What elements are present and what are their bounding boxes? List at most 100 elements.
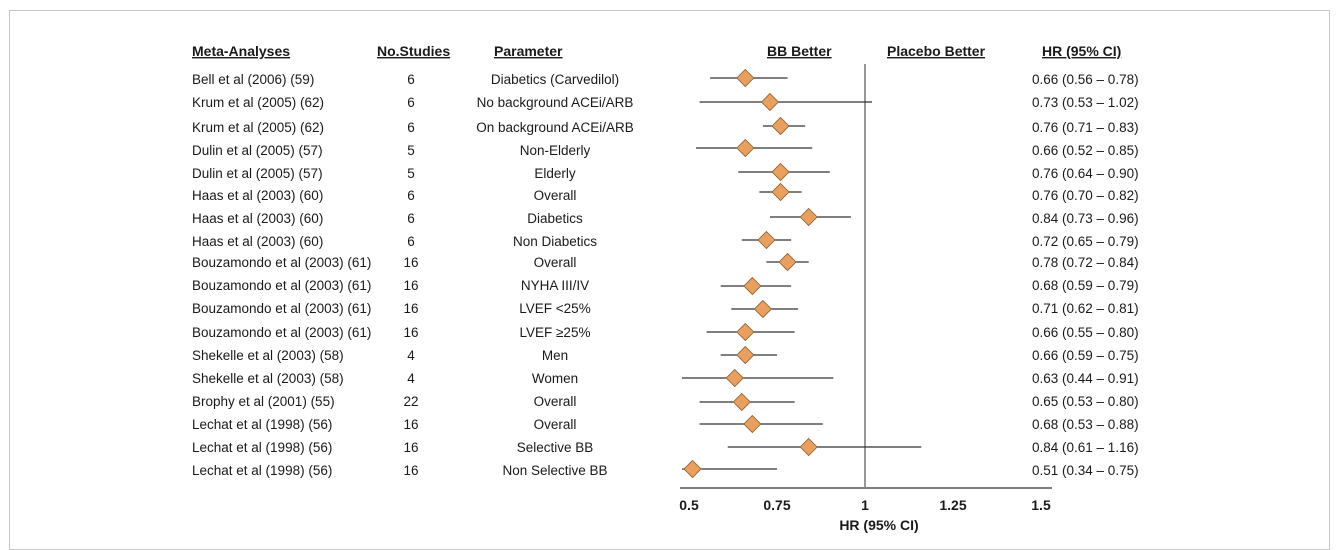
row-hr-ci: 0.84 (0.61 – 1.16): [1032, 440, 1139, 455]
row-parameter: Diabetics (Carvedilol): [491, 72, 619, 87]
point-estimate-diamond: [743, 414, 762, 434]
row-hr-ci: 0.65 (0.53 – 0.80): [1032, 394, 1139, 409]
row-hr-ci: 0.72 (0.65 – 0.79): [1032, 234, 1139, 249]
row-meta-analysis: Bouzamondo et al (2003) (61): [192, 325, 371, 340]
row-parameter: Men: [542, 348, 568, 363]
header-placebo-better: Placebo Better: [887, 43, 986, 59]
row-no-studies: 4: [407, 371, 415, 386]
point-estimate-diamond: [732, 392, 751, 412]
x-tick-label: 1: [861, 497, 869, 513]
row-hr-ci: 0.66 (0.59 – 0.75): [1032, 348, 1139, 363]
row-no-studies: 4: [407, 348, 415, 363]
point-estimate-diamond: [771, 182, 790, 202]
point-estimate-diamond: [736, 68, 755, 88]
point-estimate-diamond: [743, 276, 762, 296]
point-estimate-diamond: [683, 459, 702, 479]
row-meta-analysis: Bouzamondo et al (2003) (61): [192, 255, 371, 270]
row-hr-ci: 0.68 (0.53 – 0.88): [1032, 417, 1139, 432]
x-tick-label: 0.5: [679, 497, 699, 513]
row-hr-ci: 0.66 (0.56 – 0.78): [1032, 72, 1139, 87]
row-meta-analysis: Lechat et al (1998) (56): [192, 440, 332, 455]
row-no-studies: 16: [403, 278, 418, 293]
row-meta-analysis: Krum et al (2005) (62): [192, 120, 324, 135]
point-estimate-diamond: [736, 345, 755, 365]
row-meta-analysis: Bell et al (2006) (59): [192, 72, 314, 87]
row-parameter: Non-Elderly: [520, 143, 591, 158]
row-meta-analysis: Dulin et al (2005) (57): [192, 143, 323, 158]
point-estimate-diamond: [753, 299, 772, 319]
point-estimate-diamond: [771, 116, 790, 136]
row-parameter: LVEF ≥25%: [520, 325, 591, 340]
row-no-studies: 6: [407, 188, 415, 203]
row-meta-analysis: Haas et al (2003) (60): [192, 211, 323, 226]
figure-frame: [9, 10, 1330, 550]
row-parameter: On background ACEi/ARB: [476, 120, 634, 135]
row-hr-ci: 0.71 (0.62 – 0.81): [1032, 301, 1139, 316]
header-no-studies: No.Studies: [377, 43, 450, 59]
row-meta-analysis: Dulin et al (2005) (57): [192, 166, 323, 181]
row-hr-ci: 0.76 (0.71 – 0.83): [1032, 120, 1139, 135]
row-no-studies: 16: [403, 325, 418, 340]
row-parameter: Elderly: [534, 166, 576, 181]
row-meta-analysis: Shekelle et al (2003) (58): [192, 371, 344, 386]
row-parameter: Overall: [534, 417, 577, 432]
row-hr-ci: 0.66 (0.52 – 0.85): [1032, 143, 1139, 158]
row-meta-analysis: Lechat et al (1998) (56): [192, 417, 332, 432]
row-parameter: Non Diabetics: [513, 234, 597, 249]
row-hr-ci: 0.84 (0.73 – 0.96): [1032, 211, 1139, 226]
row-parameter: LVEF <25%: [519, 301, 590, 316]
row-hr-ci: 0.78 (0.72 – 0.84): [1032, 255, 1139, 270]
row-hr-ci: 0.73 (0.53 – 1.02): [1032, 95, 1139, 110]
row-parameter: Non Selective BB: [502, 463, 607, 478]
row-hr-ci: 0.66 (0.55 – 0.80): [1032, 325, 1139, 340]
x-tick-label: 0.75: [763, 497, 790, 513]
row-hr-ci: 0.68 (0.59 – 0.79): [1032, 278, 1139, 293]
row-hr-ci: 0.51 (0.34 – 0.75): [1032, 463, 1139, 478]
row-parameter: Diabetics: [527, 211, 583, 226]
row-parameter: Selective BB: [517, 440, 594, 455]
x-axis-label: HR (95% CI): [839, 517, 918, 533]
row-no-studies: 6: [407, 120, 415, 135]
row-no-studies: 6: [407, 95, 415, 110]
row-hr-ci: 0.63 (0.44 – 0.91): [1032, 371, 1139, 386]
row-parameter: Overall: [534, 394, 577, 409]
row-meta-analysis: Brophy et al (2001) (55): [192, 394, 335, 409]
row-parameter: Women: [532, 371, 578, 386]
row-no-studies: 6: [407, 234, 415, 249]
point-estimate-diamond: [725, 368, 744, 388]
row-no-studies: 16: [403, 255, 418, 270]
row-no-studies: 16: [403, 463, 418, 478]
row-no-studies: 16: [403, 440, 418, 455]
x-tick-label: 1.25: [939, 497, 966, 513]
row-meta-analysis: Lechat et al (1998) (56): [192, 463, 332, 478]
header-meta-analyses: Meta-Analyses: [192, 43, 290, 59]
point-estimate-diamond: [771, 162, 790, 182]
row-no-studies: 5: [407, 143, 415, 158]
row-no-studies: 22: [403, 394, 418, 409]
row-meta-analysis: Haas et al (2003) (60): [192, 188, 323, 203]
row-no-studies: 6: [407, 211, 415, 226]
point-estimate-diamond: [736, 138, 755, 158]
row-no-studies: 6: [407, 72, 415, 87]
point-estimate-diamond: [736, 322, 755, 342]
row-meta-analysis: Shekelle et al (2003) (58): [192, 348, 344, 363]
plot-area: 0.5 0.75 1 1.25 1.5: [679, 64, 1052, 513]
table-rows: Bell et al (2006) (59) 6 Diabetics (Carved…: [192, 72, 1139, 478]
point-estimate-diamond: [799, 207, 818, 227]
row-parameter: NYHA III/IV: [521, 278, 589, 293]
forest-plot: Meta-Analyses No.Studies Parameter BB Be…: [192, 43, 1139, 533]
x-tick-label: 1.5: [1031, 497, 1051, 513]
header-bb-better: BB Better: [767, 43, 832, 59]
row-no-studies: 16: [403, 417, 418, 432]
point-estimate-diamond: [757, 230, 776, 250]
header-hr-ci: HR (95% CI): [1042, 43, 1121, 59]
row-parameter: Overall: [534, 255, 577, 270]
row-no-studies: 5: [407, 166, 415, 181]
row-meta-analysis: Haas et al (2003) (60): [192, 234, 323, 249]
row-no-studies: 16: [403, 301, 418, 316]
point-estimate-diamond: [799, 437, 818, 457]
row-parameter: No background ACEi/ARB: [477, 95, 634, 110]
header-parameter: Parameter: [494, 43, 563, 59]
row-hr-ci: 0.76 (0.64 – 0.90): [1032, 166, 1139, 181]
point-estimate-diamond: [778, 252, 797, 272]
